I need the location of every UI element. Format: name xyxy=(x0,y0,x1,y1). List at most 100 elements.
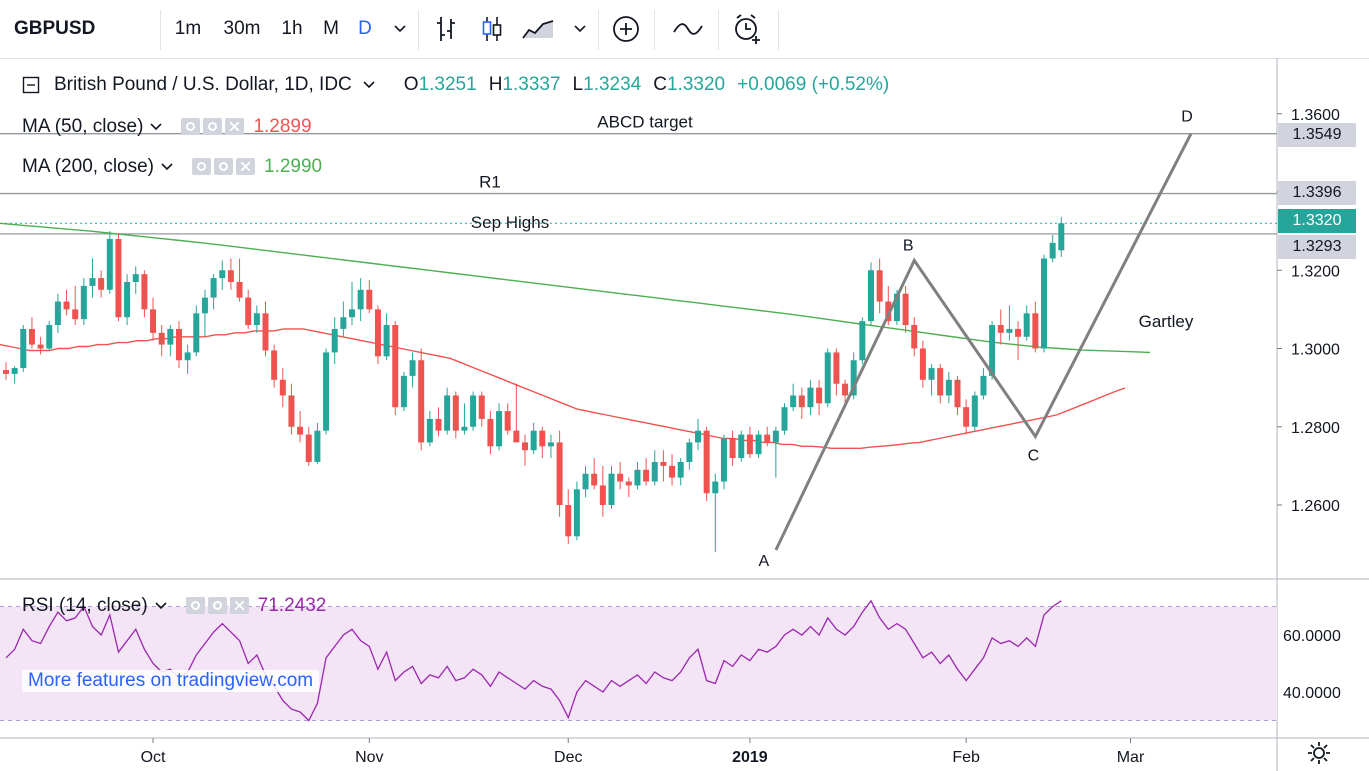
candle-body xyxy=(703,430,710,494)
candle-body xyxy=(210,278,217,298)
y-tick-label: 1.3200 xyxy=(1291,263,1340,280)
price-tag-last: 1.3320 xyxy=(1278,209,1356,233)
candle-body xyxy=(807,387,814,408)
bar-chart-icon[interactable] xyxy=(428,0,464,58)
chart-type-chevron-down-icon[interactable] xyxy=(566,0,594,58)
candle-body xyxy=(28,328,35,345)
candle-body xyxy=(1006,328,1013,333)
rsi-remove-icon[interactable] xyxy=(229,597,249,615)
rsi-chevron-down-icon[interactable] xyxy=(154,599,168,613)
toolbar-divider xyxy=(598,10,599,50)
ma50-visibility-icon[interactable] xyxy=(181,118,201,136)
symbol-button[interactable]: GBPUSD xyxy=(14,18,96,39)
ma50-remove-icon[interactable] xyxy=(225,118,245,136)
interval-30m-button[interactable]: 30m xyxy=(223,18,261,39)
candle-body xyxy=(1023,313,1030,337)
rsi-visibility-icon[interactable] xyxy=(185,597,205,615)
ma200-visibility-icon[interactable] xyxy=(192,158,211,176)
high-label: H xyxy=(488,74,503,95)
candle-body xyxy=(582,473,589,490)
candle-body xyxy=(496,411,503,447)
ma200-remove-icon[interactable] xyxy=(236,158,255,176)
rsi-band xyxy=(0,606,1277,721)
candle-body xyxy=(245,297,252,326)
area-chart-icon[interactable] xyxy=(518,0,558,58)
ma200-settings-icon[interactable] xyxy=(214,158,233,176)
ma50-legend[interactable]: MA (50, close) 1.2899 xyxy=(22,116,312,138)
candle-body xyxy=(253,313,260,326)
ma200-legend[interactable]: MA (200, close) 1.2990 xyxy=(22,156,322,178)
ma200-chevron-down-icon[interactable] xyxy=(160,160,174,174)
interval-month-button[interactable]: M xyxy=(323,18,339,39)
toolbar: GBPUSD 1m 30m 1h M D xyxy=(0,0,1369,59)
candle-body xyxy=(132,274,139,282)
y-tick-label: 1.2600 xyxy=(1291,498,1340,515)
candle-body xyxy=(608,473,615,505)
alert-icon[interactable] xyxy=(726,0,770,58)
candle-body xyxy=(902,293,909,326)
candle-body xyxy=(781,407,788,431)
candle-body xyxy=(219,270,226,279)
candle-body xyxy=(279,379,286,396)
candle-body xyxy=(1041,258,1047,349)
ma50-label[interactable]: MA (50, close) xyxy=(22,116,144,137)
settings-gear-icon[interactable] xyxy=(1306,740,1334,766)
candle-body xyxy=(764,434,771,443)
collapse-legend-icon[interactable] xyxy=(22,76,40,94)
candle-body xyxy=(444,395,451,431)
open-value: 1.3251 xyxy=(418,74,477,95)
close-value: 1.3320 xyxy=(666,74,726,95)
ma50-value: 1.2899 xyxy=(253,116,312,137)
add-indicator-icon[interactable] xyxy=(606,0,646,58)
candle-body xyxy=(963,407,970,427)
abcd-pattern-line xyxy=(774,133,1193,551)
price-tag-abcd-target: 1.3549 xyxy=(1278,123,1356,147)
candle-body xyxy=(409,360,416,376)
candle-body xyxy=(262,313,269,351)
candle-body xyxy=(591,473,598,486)
candle-body xyxy=(340,317,347,329)
candle-body xyxy=(945,379,952,396)
rsi-label[interactable]: RSI (14, close) xyxy=(22,595,148,616)
candle-body xyxy=(461,426,468,431)
ma200-label[interactable]: MA (200, close) xyxy=(22,156,154,177)
pattern-point-label: B xyxy=(903,237,914,254)
price-chart[interactable]: 1.36001.34001.32001.30001.28001.260060.0… xyxy=(0,58,1369,771)
candle-body xyxy=(643,469,650,482)
candle-body xyxy=(124,281,131,318)
candle-body xyxy=(573,489,580,537)
level-label: R1 xyxy=(479,173,501,192)
price-tag-r1: 1.3396 xyxy=(1278,181,1356,205)
candle-body xyxy=(651,461,658,482)
series-chevron-down-icon[interactable] xyxy=(362,78,376,92)
ma50-settings-icon[interactable] xyxy=(203,118,223,136)
interval-1m-button[interactable]: 1m xyxy=(174,18,202,39)
interval-1h-button[interactable]: 1h xyxy=(281,18,303,39)
candle-body xyxy=(400,375,407,408)
rsi-controls xyxy=(185,595,252,617)
candle-body xyxy=(150,309,157,333)
tradingview-watermark[interactable]: More features on tradingview.com xyxy=(22,670,320,692)
x-tick-label: Mar xyxy=(1117,749,1145,766)
candle-body xyxy=(115,238,122,318)
rsi-legend[interactable]: RSI (14, close) 71.2432 xyxy=(22,595,326,617)
candle-body xyxy=(565,505,572,537)
x-tick-label: Dec xyxy=(554,749,582,766)
candle-body xyxy=(227,270,234,282)
ma50-chevron-down-icon[interactable] xyxy=(149,120,163,134)
level-label: ABCD target xyxy=(597,113,693,132)
series-title[interactable]: British Pound / U.S. Dollar, 1D, IDC xyxy=(54,74,352,95)
candle-body xyxy=(772,430,779,443)
candle-body xyxy=(816,387,823,404)
compare-icon[interactable] xyxy=(664,0,712,58)
interval-chevron-down-icon[interactable] xyxy=(386,0,414,58)
candle-body xyxy=(539,430,546,447)
candle-body xyxy=(911,325,918,349)
interval-day-button[interactable]: D xyxy=(358,18,372,39)
candles-icon[interactable] xyxy=(474,0,510,58)
ma200-line xyxy=(0,222,1151,354)
rsi-settings-icon[interactable] xyxy=(207,597,227,615)
candle-body xyxy=(919,348,926,380)
candle-body xyxy=(11,368,18,374)
toolbar-divider xyxy=(778,10,779,50)
